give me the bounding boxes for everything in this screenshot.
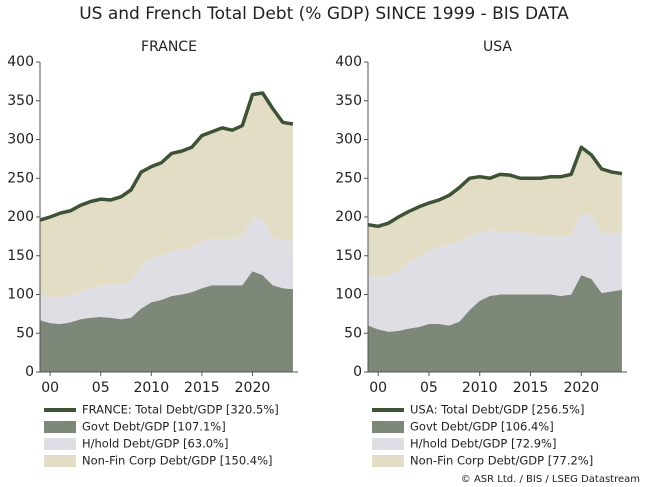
panel-title: USA (483, 39, 512, 55)
x-tick-label: 2010 (462, 380, 498, 396)
legend-swatch (44, 438, 76, 450)
y-tick-label: 300 (7, 132, 34, 148)
y-tick-label: 0 (353, 364, 362, 380)
area (368, 147, 622, 278)
y-tick-label: 0 (25, 364, 34, 380)
y-tick-label: 100 (7, 287, 34, 303)
x-tick-label: 2020 (235, 380, 271, 396)
y-tick-label: 250 (335, 170, 362, 186)
x-tick-label: 05 (420, 380, 438, 396)
legend-label: Non-Fin Corp Debt/GDP [150.4%] (82, 454, 273, 468)
area (368, 275, 622, 372)
x-tick-label: 05 (92, 380, 110, 396)
y-tick-label: 350 (7, 93, 34, 109)
legend-label: Govt Debt/GDP [107.1%] (82, 420, 226, 434)
panel-title: FRANCE (141, 39, 197, 55)
y-tick-label: 100 (335, 287, 362, 303)
y-tick-label: 200 (335, 209, 362, 225)
y-tick-label: 150 (335, 248, 362, 264)
legend-swatch (44, 421, 76, 433)
legend-swatch (372, 421, 404, 433)
legend-label: Govt Debt/GDP [106.4%] (410, 420, 554, 434)
area (40, 93, 293, 297)
source: © ASR Ltd. / BIS / LSEG Datastream (461, 474, 640, 485)
y-tick-label: 150 (7, 248, 34, 264)
legend-swatch (372, 438, 404, 450)
x-tick-label: 2015 (513, 380, 549, 396)
y-tick-label: 300 (335, 132, 362, 148)
x-tick-label: 2020 (563, 380, 599, 396)
chart-title: US and French Total Debt (% GDP) SINCE 1… (79, 4, 569, 24)
x-tick-label: 00 (41, 380, 59, 396)
legend-label: USA: Total Debt/GDP [256.5%] (410, 403, 584, 417)
legend-swatch (372, 455, 404, 467)
x-tick-label: 2015 (184, 380, 220, 396)
x-tick-label: 2010 (133, 380, 169, 396)
legend-label: FRANCE: Total Debt/GDP [320.5%] (82, 403, 279, 417)
legend-label: H/hold Debt/GDP [63.0%] (82, 437, 228, 451)
y-tick-label: 250 (7, 170, 34, 186)
legend-label: Non-Fin Corp Debt/GDP [77.2%] (410, 454, 593, 468)
area (40, 271, 293, 372)
y-tick-label: 400 (7, 54, 34, 70)
legend-label: H/hold Debt/GDP [72.9%] (410, 437, 556, 451)
y-tick-label: 200 (7, 209, 34, 225)
area (368, 213, 622, 332)
line (39, 91, 294, 222)
area (40, 217, 293, 324)
y-tick-label: 400 (335, 54, 362, 70)
y-tick-label: 50 (16, 325, 34, 341)
x-tick-label: 00 (369, 380, 387, 396)
legend-swatch (44, 455, 76, 467)
y-tick-label: 50 (344, 325, 362, 341)
y-tick-label: 350 (335, 93, 362, 109)
line (367, 145, 623, 229)
